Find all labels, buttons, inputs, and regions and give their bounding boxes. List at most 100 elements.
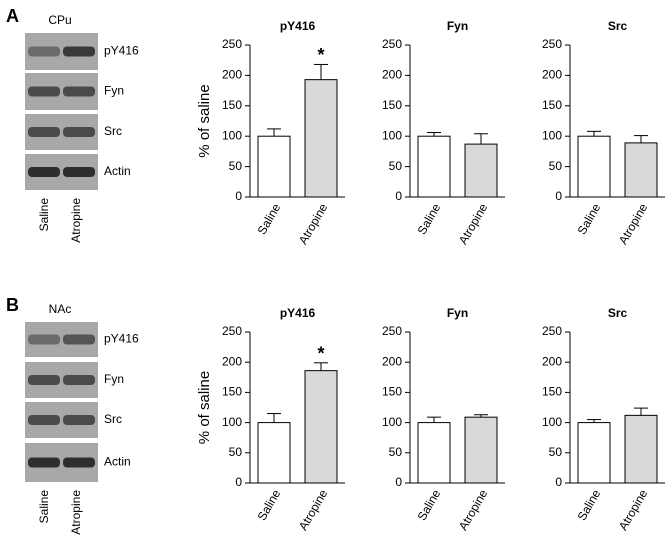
blot-band (28, 46, 60, 57)
y-tick-label: 50 (389, 445, 403, 459)
x-tick-label: Atropine (296, 201, 331, 247)
blot-row-label: Fyn (104, 84, 124, 98)
lane-label: Atropine (69, 198, 83, 243)
blot-band (63, 167, 95, 177)
blot-row-label: Src (104, 412, 122, 426)
blot-band (28, 415, 60, 425)
lane-label: Saline (37, 490, 51, 524)
blot-band (28, 457, 60, 468)
y-tick-label: 150 (382, 385, 402, 399)
y-tick-label: 250 (222, 324, 242, 338)
y-tick-label: 250 (542, 324, 562, 338)
blot-band (28, 86, 60, 97)
y-tick-label: 50 (389, 159, 403, 173)
y-tick-label: 100 (222, 128, 242, 142)
blot-band (63, 46, 95, 57)
y-tick-label: 150 (222, 98, 242, 112)
y-tick-label: 0 (555, 475, 562, 489)
x-tick-label: Saline (575, 201, 604, 237)
blot-band (63, 457, 95, 468)
chart-title: Fyn (447, 306, 468, 320)
y-tick-label: 100 (382, 128, 402, 142)
y-tick-label: 50 (549, 159, 563, 173)
y-tick-label: 100 (222, 415, 242, 429)
y-tick-label: 250 (222, 37, 242, 51)
chart-title: pY416 (280, 306, 316, 320)
blot-row-label: Fyn (104, 372, 124, 386)
y-tick-label: 100 (382, 415, 402, 429)
blot-band (28, 375, 60, 385)
y-tick-label: 0 (395, 189, 402, 203)
y-axis-label: % of saline (196, 84, 213, 157)
chart-title: pY416 (280, 19, 316, 33)
y-tick-label: 0 (235, 475, 242, 489)
y-tick-label: 200 (222, 354, 242, 368)
blot-band (63, 86, 95, 97)
region-label: CPu (48, 13, 71, 27)
y-tick-label: 100 (542, 128, 562, 142)
y-tick-label: 200 (542, 354, 562, 368)
y-tick-label: 0 (395, 475, 402, 489)
bar (624, 414, 658, 484)
x-tick-label: Saline (255, 487, 284, 523)
y-tick-label: 0 (555, 189, 562, 203)
blot-row-label: pY416 (104, 44, 139, 58)
y-tick-label: 250 (382, 324, 402, 338)
bar (577, 135, 611, 198)
y-tick-label: 250 (542, 37, 562, 51)
bar (464, 416, 498, 484)
x-tick-label: Atropine (296, 487, 331, 533)
y-tick-label: 50 (229, 159, 243, 173)
x-tick-label: Atropine (616, 201, 651, 247)
y-tick-label: 50 (229, 445, 243, 459)
chart-title: Src (608, 19, 628, 33)
y-tick-label: 200 (222, 68, 242, 82)
blot-row-label: pY416 (104, 332, 139, 346)
x-tick-label: Atropine (456, 487, 491, 533)
significance-marker: * (317, 344, 324, 364)
bar (417, 422, 451, 484)
bar (624, 142, 658, 198)
blot-band (63, 334, 95, 345)
x-tick-label: Atropine (616, 487, 651, 533)
chart-title: Fyn (447, 19, 468, 33)
y-tick-label: 150 (222, 385, 242, 399)
bar (257, 422, 291, 484)
significance-marker: * (317, 45, 324, 65)
blot-band (63, 375, 95, 385)
lane-label: Atropine (69, 490, 83, 535)
y-tick-label: 150 (542, 98, 562, 112)
bar (464, 143, 498, 198)
blot-row-label: Actin (104, 455, 131, 469)
blot-band (28, 334, 60, 345)
y-tick-label: 200 (542, 68, 562, 82)
y-axis-label: % of saline (196, 371, 213, 444)
blot-row-label: Actin (104, 164, 131, 178)
blot-band (28, 127, 60, 137)
x-tick-label: Saline (255, 201, 284, 237)
bar (417, 135, 451, 198)
y-tick-label: 150 (542, 385, 562, 399)
y-tick-label: 100 (542, 415, 562, 429)
y-tick-label: 200 (382, 68, 402, 82)
panel-label: B (6, 295, 19, 315)
x-tick-label: Saline (415, 487, 444, 523)
lane-label: Saline (37, 198, 51, 232)
x-tick-label: Atropine (456, 201, 491, 247)
bar (304, 79, 338, 198)
y-tick-label: 250 (382, 37, 402, 51)
y-tick-label: 150 (382, 98, 402, 112)
y-tick-label: 200 (382, 354, 402, 368)
bar (577, 422, 611, 484)
x-tick-label: Saline (575, 487, 604, 523)
bar (257, 135, 291, 198)
blot-band (63, 127, 95, 137)
region-label: NAc (49, 302, 72, 316)
blot-row-label: Src (104, 124, 122, 138)
panel-label: A (6, 6, 19, 26)
chart-title: Src (608, 306, 628, 320)
blot-band (63, 415, 95, 425)
y-tick-label: 0 (235, 189, 242, 203)
x-tick-label: Saline (415, 201, 444, 237)
